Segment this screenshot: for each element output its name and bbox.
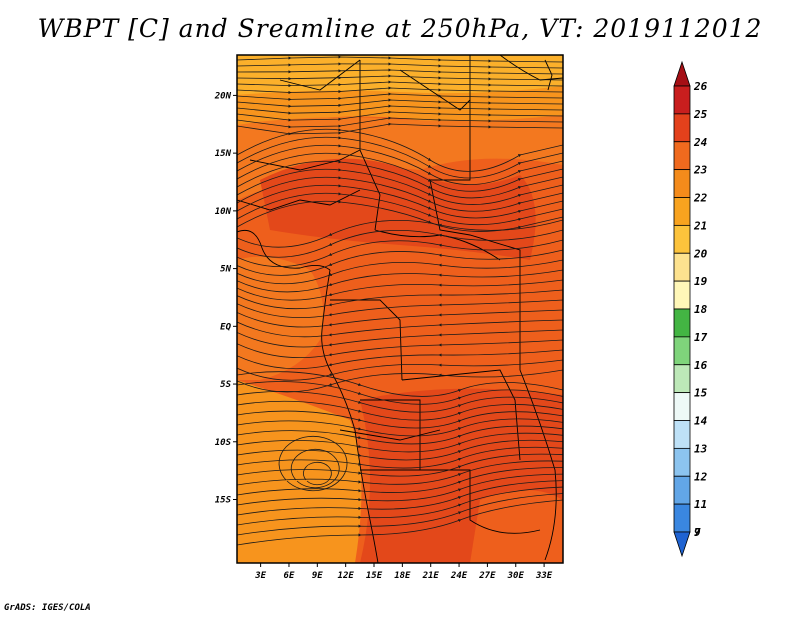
shade-region-west-coast — [237, 256, 324, 380]
chart-title: WBPT [C] and Sreamline at 250hPa, VT: 20… — [37, 14, 763, 43]
longitude-axis: 3E 6E 9E 12E 15E 18E 21E 24E 27E 30E 33E — [254, 563, 553, 581]
lon-label: 30E — [507, 571, 525, 581]
streamline — [237, 329, 563, 348]
colorbar-swatch — [673, 280, 691, 310]
colorbar-swatch — [673, 364, 691, 394]
lat-label: 5N — [220, 265, 231, 275]
streamline — [237, 68, 563, 75]
colorbar-label: 9 — [694, 526, 701, 539]
streamline — [237, 339, 563, 359]
streamline — [237, 249, 563, 276]
lat-label: 15N — [215, 149, 232, 159]
streamline — [237, 269, 563, 293]
lon-label: 27E — [478, 571, 496, 581]
streamline — [278, 435, 348, 492]
colorbar: 26 25 24 23 22 21 20 19 18 17 16 15 14 13 12 11 97 — [673, 60, 708, 558]
colorbar-label: 13 — [694, 442, 708, 455]
streamline — [237, 289, 563, 310]
colorbar-label: 19 — [694, 275, 708, 288]
colorbar-label: 23 — [693, 164, 708, 177]
border-line — [544, 59, 553, 91]
colorbar-swatch — [673, 85, 691, 115]
lat-label: 10N — [215, 207, 232, 217]
streamline — [237, 299, 563, 319]
lat-label: 15S — [215, 496, 232, 506]
shade-region-south-tip — [470, 490, 563, 563]
colorbar-swatch — [673, 197, 691, 226]
colorbar-label: 21 — [693, 219, 707, 232]
lon-label: 3E — [254, 571, 266, 581]
lon-label: 33E — [535, 571, 553, 581]
border-line — [339, 429, 441, 441]
colorbar-label: 14 — [694, 415, 708, 428]
lon-label: 18E — [394, 571, 411, 581]
lat-label: 20N — [214, 91, 232, 101]
colorbar-label: 20 — [693, 247, 708, 260]
grads-credit: GrADS: IGES/COLA — [4, 603, 91, 613]
streamline — [237, 349, 563, 370]
streamline — [237, 229, 563, 258]
streamline — [237, 359, 563, 381]
map-panel — [237, 55, 563, 563]
colorbar-label: 26 — [693, 80, 708, 93]
streamlines — [237, 55, 563, 546]
colorbar-swatch — [673, 503, 691, 533]
colorbar-swatch — [673, 224, 691, 254]
streamline — [237, 499, 563, 546]
lon-label: 15E — [366, 571, 383, 581]
map-frame — [236, 54, 564, 564]
streamline — [237, 219, 563, 248]
colorbar-label: 24 — [693, 136, 708, 149]
streamline — [237, 55, 563, 63]
colorbar-swatch — [673, 308, 691, 338]
colorbar-label: 7 — [694, 526, 701, 539]
colorbar-label: 12 — [694, 470, 708, 483]
colorbar-bottom-arrow — [673, 531, 691, 558]
lon-label: 12E — [338, 571, 355, 581]
streamline — [237, 74, 563, 81]
streamline — [303, 461, 332, 486]
colorbar-swatch — [673, 336, 691, 366]
colorbar-swatch — [673, 252, 691, 282]
colorbar-swatch — [673, 113, 691, 143]
lon-label: 24E — [450, 571, 468, 581]
streamline — [237, 62, 563, 69]
colorbar-label: 15 — [694, 387, 708, 400]
colorbar-label: 11 — [694, 498, 707, 511]
lat-label: EQ — [220, 322, 231, 332]
streamline — [237, 200, 563, 232]
streamline — [237, 239, 563, 267]
streamline — [237, 319, 563, 338]
streamline — [237, 80, 563, 88]
colorbar-swatch — [673, 169, 691, 198]
colorbar-label: 17 — [694, 331, 708, 344]
streamline — [237, 279, 563, 301]
colorbar-label: 18 — [694, 303, 708, 316]
lat-label: 10S — [215, 438, 232, 448]
lon-label: 21E — [422, 571, 440, 581]
streamline — [237, 259, 563, 285]
colorbar-label: 22 — [693, 192, 708, 205]
colorbar-swatch — [673, 447, 691, 477]
lon-label: 6E — [284, 571, 295, 581]
latitude-axis: 20N 15N 10N 5N EQ 5S 10S 15S — [214, 91, 237, 506]
lon-label: 9E — [312, 571, 323, 581]
colorbar-swatch — [673, 141, 691, 171]
streamline — [237, 309, 563, 328]
streamline — [237, 369, 563, 393]
streamline — [290, 448, 340, 489]
colorbar-swatch — [673, 420, 691, 449]
colorbar-swatch — [673, 392, 691, 421]
border-line — [420, 469, 541, 534]
lat-label: 5S — [220, 380, 231, 390]
colorbar-swatch — [673, 475, 691, 505]
colorbar-top-arrow — [673, 60, 691, 87]
colorbar-label: 16 — [694, 359, 708, 372]
border-line — [237, 229, 331, 271]
colorbar-label: 25 — [693, 108, 708, 121]
